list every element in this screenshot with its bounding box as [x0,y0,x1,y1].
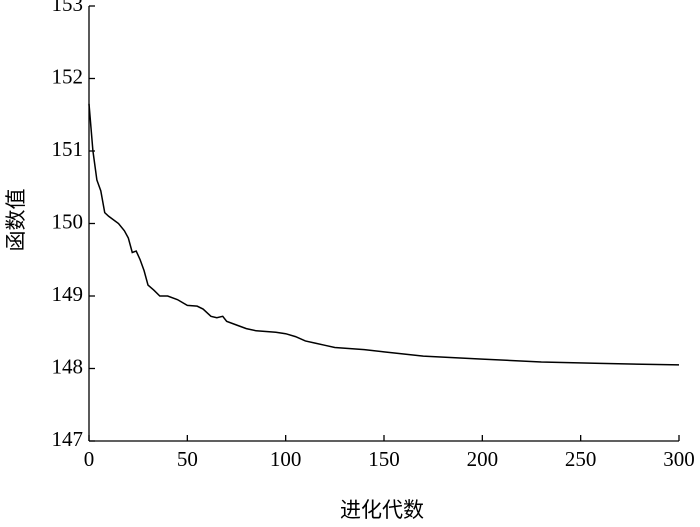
y-tick-label: 152 [52,64,84,88]
y-tick-label: 149 [52,282,84,306]
y-tick-label: 148 [52,354,84,378]
y-tick-label: 153 [52,0,84,16]
x-tick-label: 100 [270,447,302,471]
y-tick-label: 150 [52,209,84,233]
data-line [88,103,680,366]
x-tick-label: 50 [177,447,198,471]
y-tick-label: 151 [52,137,84,161]
y-axis-label: 函数值 [4,189,28,252]
x-tick-label: 300 [663,447,695,471]
x-tick-label: 150 [368,447,400,471]
x-tick-label: 200 [467,447,499,471]
x-axis-label: 进化代数 [340,498,424,522]
y-tick-label: 147 [52,427,84,451]
x-tick-label: 250 [565,447,597,471]
x-tick-label: 0 [84,447,95,471]
